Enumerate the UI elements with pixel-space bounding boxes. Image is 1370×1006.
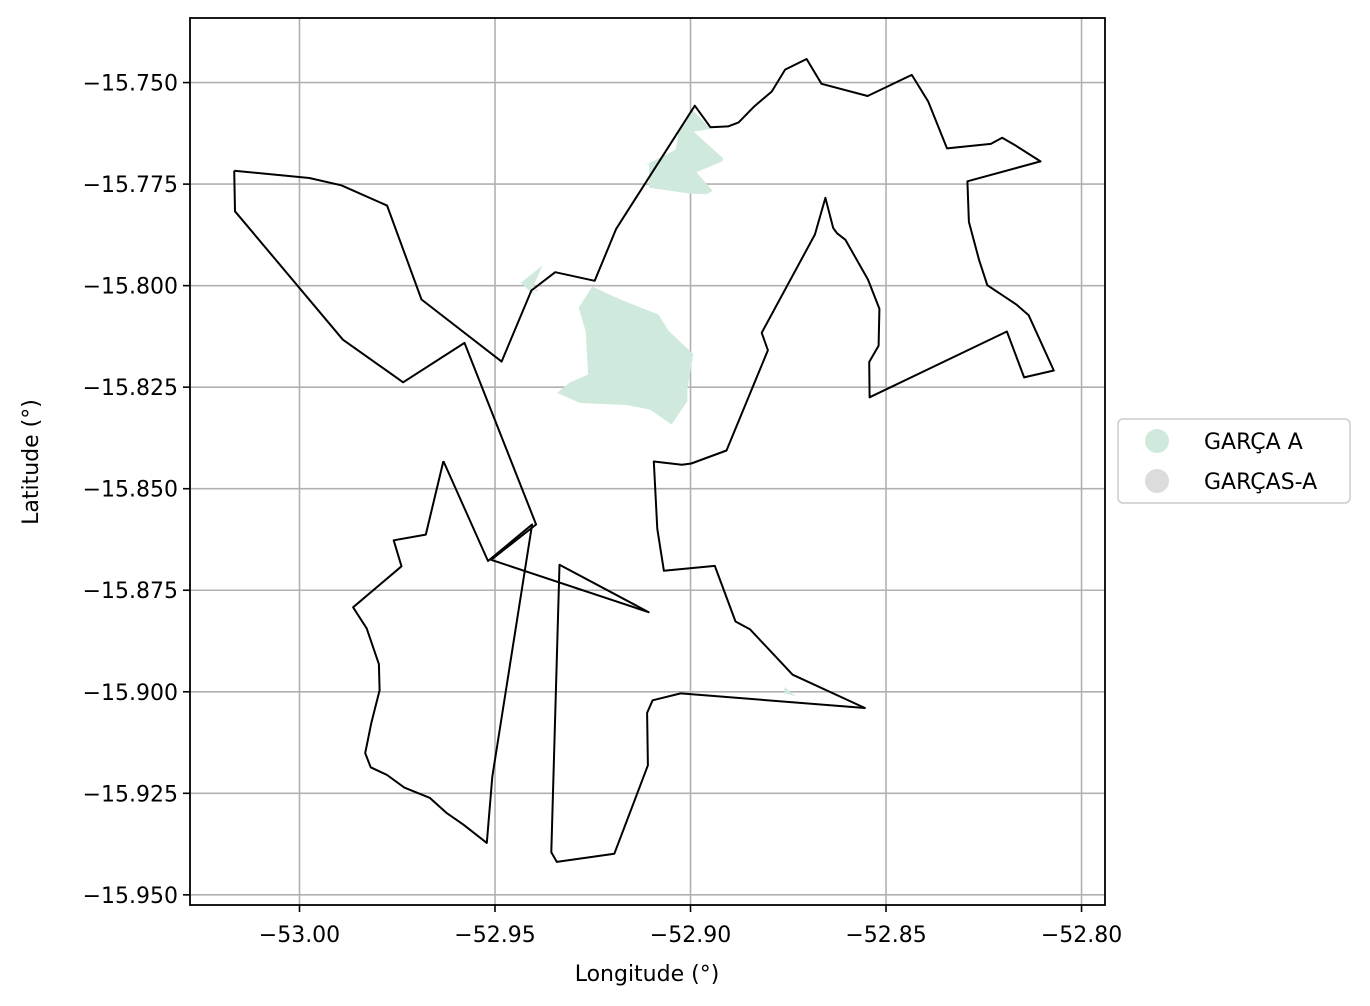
- y-tick-label: −15.950: [83, 884, 178, 909]
- x-axis-title: Longitude (°): [575, 962, 720, 987]
- grid: [190, 18, 1105, 905]
- x-tick-label: −52.80: [1041, 923, 1122, 948]
- region-gar-a-a: [557, 286, 694, 425]
- x-tick-label: −53.00: [259, 923, 340, 948]
- legend: GARÇA A GARÇAS-A: [1117, 418, 1351, 504]
- x-tick-label: −52.95: [454, 923, 535, 948]
- y-tick-label: −15.875: [83, 579, 178, 604]
- legend-marker-garcas-a: [1145, 469, 1169, 493]
- legend-marker-garca-a: [1145, 429, 1169, 453]
- boundary-layer: [233, 58, 1055, 863]
- region-gar-a-a: [784, 686, 797, 697]
- x-axis: −53.00 −52.95 −52.90 −52.85 −52.80: [259, 905, 1122, 948]
- y-axis-title: Latitude (°): [19, 399, 44, 525]
- region-gar-a-a: [645, 109, 724, 195]
- x-tick-label: −52.85: [845, 923, 926, 948]
- municipality-boundary: [233, 58, 1055, 863]
- y-tick-label: −15.750: [83, 72, 178, 97]
- region-gar-a-a: [520, 265, 543, 297]
- y-tick-label: −15.775: [83, 173, 178, 198]
- y-tick-label: −15.900: [83, 681, 178, 706]
- y-tick-label: −15.800: [83, 275, 178, 300]
- y-tick-label: −15.925: [83, 782, 178, 807]
- legend-label-garca-a: GARÇA A: [1204, 430, 1303, 455]
- x-tick-label: −52.90: [650, 923, 731, 948]
- legend-label-garcas-a: GARÇAS-A: [1204, 470, 1317, 495]
- y-tick-label: −15.850: [83, 478, 178, 503]
- y-tick-label: −15.825: [83, 376, 178, 401]
- plot-frame: [189, 17, 1106, 906]
- legend-box: [1117, 418, 1351, 504]
- y-axis: −15.750 −15.775 −15.800 −15.825 −15.850 −15.8…: [83, 72, 190, 909]
- municipality-boundary-south: [352, 460, 534, 844]
- region-gar-as-a: [534, 288, 539, 291]
- region-layer: [520, 109, 797, 697]
